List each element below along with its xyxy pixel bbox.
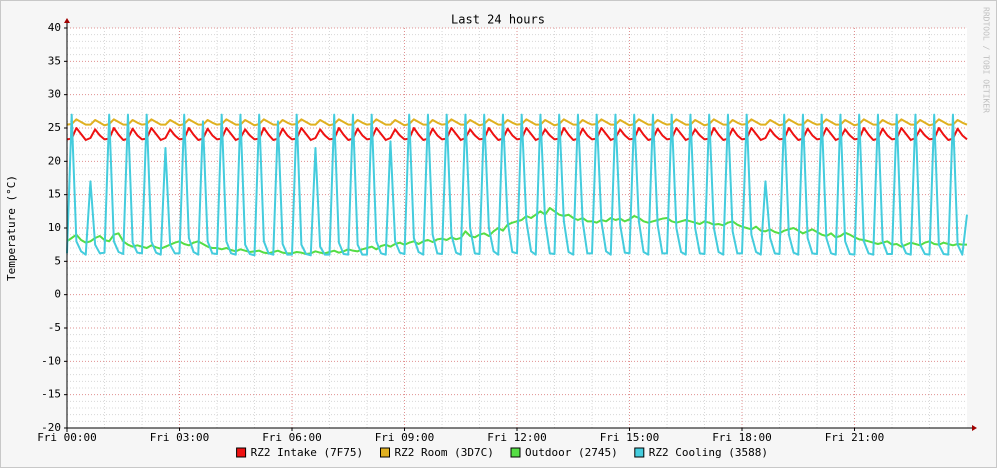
y-tick-label: -15 <box>41 388 61 401</box>
y-axis-label: Temperature (°C) <box>5 175 18 281</box>
y-tick-label: 40 <box>48 21 61 34</box>
y-tick-label: -5 <box>48 321 61 334</box>
series-line <box>66 118 968 127</box>
legend-swatch <box>510 447 521 458</box>
x-tick-label: Fri 03:00 <box>150 431 210 444</box>
y-tick-label: 30 <box>48 88 61 101</box>
y-tick-label: 0 <box>54 288 61 301</box>
grid <box>66 27 967 429</box>
x-tick-label: Fri 15:00 <box>600 431 660 444</box>
y-tick-label: 15 <box>48 188 61 201</box>
y-tick-label: 20 <box>48 154 61 167</box>
legend-label: RZ2 Intake (7F75) <box>251 446 364 459</box>
y-tick-label: 10 <box>48 221 61 234</box>
y-tick-label: -20 <box>41 421 61 434</box>
legend-label: RZ2 Room (3D7C) <box>395 446 494 459</box>
x-tick-label: Fri 09:00 <box>375 431 435 444</box>
legend: RZ2 Intake (7F75) RZ2 Room (3D7C) Outdoor … <box>236 446 768 459</box>
series-line <box>66 127 968 141</box>
chart-title: Last 24 hours <box>451 13 545 27</box>
legend-swatch <box>634 447 645 458</box>
y-tick-label: 25 <box>48 121 61 134</box>
x-tick-label: Fri 18:00 <box>712 431 772 444</box>
legend-swatch <box>236 447 247 458</box>
y-tick-label: -10 <box>41 354 61 367</box>
legend-swatch <box>380 447 390 458</box>
y-arrow <box>64 18 70 23</box>
legend-label: RZ2 Cooling (3588) <box>649 446 768 459</box>
x-tick-label: Fri 12:00 <box>487 431 547 444</box>
series-lines <box>66 113 968 257</box>
y-tick-label: 5 <box>54 254 61 267</box>
x-tick-label: Fri 21:00 <box>825 431 885 444</box>
x-arrow <box>972 425 977 431</box>
y-tick-label: 35 <box>48 54 61 67</box>
legend-label: Outdoor (2745) <box>525 446 618 459</box>
x-tick-label: Fri 06:00 <box>262 431 322 444</box>
watermark: RRDTOOL / TOBI OETIKER <box>982 7 991 113</box>
x-tick-label: Fri 00:00 <box>37 431 97 444</box>
axes <box>64 18 977 432</box>
series-line <box>66 113 968 257</box>
